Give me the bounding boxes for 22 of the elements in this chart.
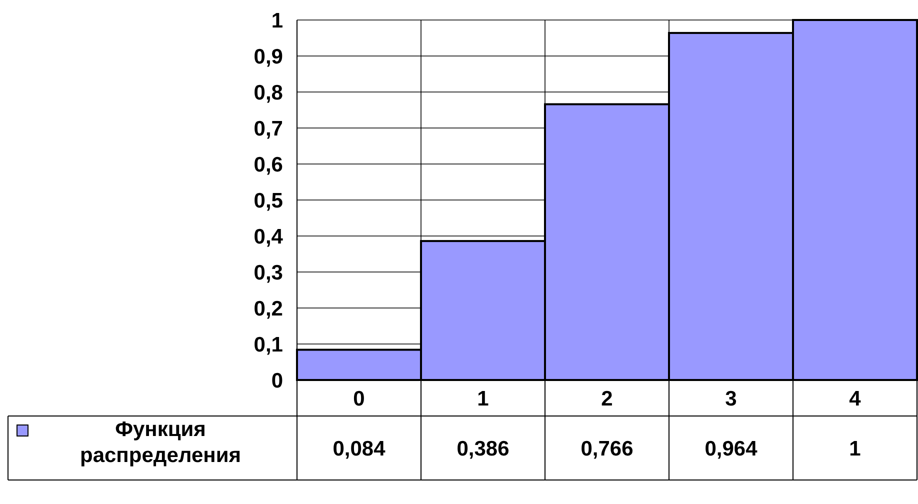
y-tick-label: 0,8 bbox=[254, 81, 284, 104]
data-label: 0,964 bbox=[704, 437, 758, 460]
text: Функция распределения bbox=[80, 418, 241, 467]
y-tick-label: 0,4 bbox=[254, 225, 284, 248]
y-tick-label: 0,3 bbox=[254, 261, 283, 284]
y-tick-label: 0,7 bbox=[254, 117, 283, 140]
y-tick-label: 1 bbox=[271, 9, 284, 32]
x-tick-label: 1 bbox=[477, 387, 490, 410]
x-tick-label: 3 bbox=[725, 387, 737, 410]
y-tick-label: 0,5 bbox=[254, 189, 284, 212]
y-tick-label: 0,6 bbox=[254, 153, 283, 176]
y-tick-label: 0,9 bbox=[254, 45, 283, 68]
data-label: 0,084 bbox=[332, 437, 386, 460]
data-label: 0,386 bbox=[456, 437, 510, 460]
data-label: 0,766 bbox=[580, 437, 634, 460]
x-tick-label: 2 bbox=[601, 387, 613, 410]
y-tick-label: 0,1 bbox=[254, 333, 284, 356]
y-tick-label: 0,2 bbox=[254, 297, 283, 320]
data-label: 1 bbox=[849, 437, 862, 460]
x-tick-label: 0 bbox=[353, 387, 365, 410]
x-tick-label: 4 bbox=[849, 387, 862, 410]
y-tick-label: 0 bbox=[271, 369, 283, 392]
